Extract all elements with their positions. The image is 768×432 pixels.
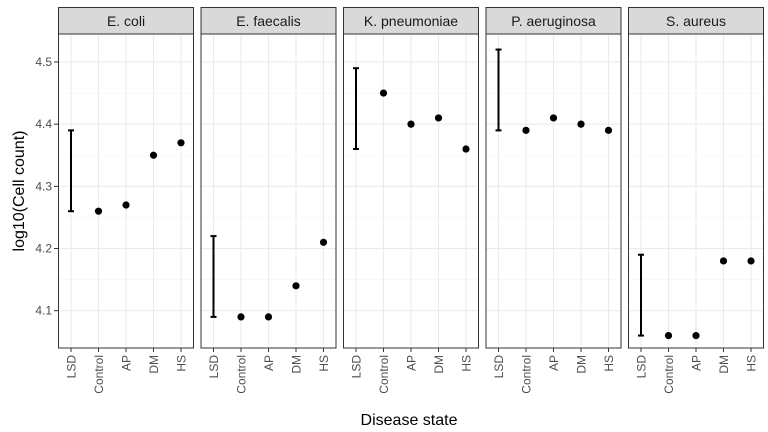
facet-strip-label: P. aeruginosa bbox=[511, 13, 596, 29]
facet-panel: E. faecalis LSD Control AP DM HS bbox=[200, 7, 337, 394]
data-point bbox=[292, 282, 300, 290]
facet-panel: P. aeruginosa LSD Control AP DM HS bbox=[485, 7, 622, 394]
x-tick-label: DM bbox=[290, 355, 304, 374]
data-point bbox=[434, 114, 443, 122]
x-tick-label: LSD bbox=[65, 355, 79, 379]
x-tick-label: Control bbox=[662, 355, 676, 394]
x-tick-label: HS bbox=[745, 355, 759, 372]
facet-strip-label: S. aureus bbox=[666, 13, 726, 29]
data-point bbox=[549, 114, 558, 122]
x-tick-label: DM bbox=[147, 355, 161, 374]
x-tick-label: Control bbox=[377, 355, 391, 394]
x-tick-label: AP bbox=[120, 355, 134, 371]
x-tick-label: AP bbox=[690, 355, 704, 371]
y-axis: 4.1 4.2 4.3 4.4 4.5 bbox=[35, 55, 58, 318]
data-point bbox=[462, 145, 470, 153]
facet-strip-label: E. coli bbox=[107, 13, 145, 29]
lsd-error-bar bbox=[210, 235, 217, 318]
data-point bbox=[379, 89, 388, 97]
facet-panel: S. aureus LSD Control AP DM HS bbox=[628, 7, 764, 394]
lsd-error-bar bbox=[495, 48, 502, 132]
x-tick-label: LSD bbox=[635, 355, 649, 379]
data-point bbox=[719, 257, 728, 265]
x-tick-label: Control bbox=[235, 355, 249, 394]
data-point bbox=[577, 120, 585, 128]
x-tick-label: AP bbox=[547, 355, 561, 371]
lsd-error-bar bbox=[68, 129, 74, 213]
x-axis-title: Disease state bbox=[361, 412, 458, 429]
x-tick-label: LSD bbox=[350, 355, 364, 379]
data-point bbox=[94, 207, 103, 215]
data-point bbox=[319, 238, 328, 246]
facet-strip bbox=[485, 7, 622, 35]
facet-strip-label: K. pneumoniae bbox=[364, 13, 458, 29]
x-tick-label: Control bbox=[520, 355, 534, 394]
facet-strip bbox=[628, 7, 764, 35]
data-point bbox=[522, 126, 530, 134]
x-tick-label: LSD bbox=[492, 355, 506, 379]
data-point bbox=[407, 120, 415, 128]
x-tick-label: AP bbox=[405, 355, 419, 371]
y-tick-label: 4.2 bbox=[35, 242, 52, 256]
lsd-error-bar bbox=[638, 253, 644, 337]
x-tick-label: DM bbox=[432, 355, 446, 374]
data-point bbox=[177, 139, 185, 147]
data-point bbox=[692, 331, 700, 340]
lsd-error-bar bbox=[353, 67, 359, 151]
y-tick-label: 4.1 bbox=[35, 304, 52, 318]
y-tick-label: 4.3 bbox=[35, 179, 52, 193]
facet-strip bbox=[343, 7, 479, 35]
y-tick-label: 4.4 bbox=[35, 117, 52, 131]
facet-panel: K. pneumoniae LSD Control AP DM HS bbox=[343, 7, 479, 394]
x-tick-label: HS bbox=[460, 355, 474, 372]
facet-strip bbox=[58, 7, 194, 35]
data-point bbox=[122, 201, 130, 209]
x-tick-label: HS bbox=[317, 355, 331, 372]
facet-panel: E. coli LSD Control AP DM HS bbox=[58, 7, 194, 394]
data-point bbox=[264, 313, 273, 321]
facet-strip bbox=[200, 7, 337, 35]
y-axis-title: log10(Cell count) bbox=[11, 131, 28, 252]
data-point bbox=[237, 313, 245, 321]
facet-strip-label: E. faecalis bbox=[236, 13, 301, 29]
data-point bbox=[604, 126, 613, 134]
y-tick-label: 4.5 bbox=[35, 55, 52, 69]
panels-layer: E. coli LSD Control AP DM HS E. faecalis LSD Con… bbox=[58, 7, 764, 394]
x-tick-label: DM bbox=[717, 355, 731, 374]
x-tick-label: DM bbox=[575, 355, 589, 374]
x-tick-label: Control bbox=[92, 355, 106, 394]
x-tick-label: HS bbox=[602, 355, 616, 372]
x-tick-label: AP bbox=[262, 355, 276, 371]
data-point bbox=[747, 257, 755, 265]
x-tick-label: LSD bbox=[207, 355, 221, 379]
x-tick-label: HS bbox=[175, 355, 189, 372]
data-point bbox=[664, 331, 673, 340]
data-point bbox=[149, 151, 158, 159]
